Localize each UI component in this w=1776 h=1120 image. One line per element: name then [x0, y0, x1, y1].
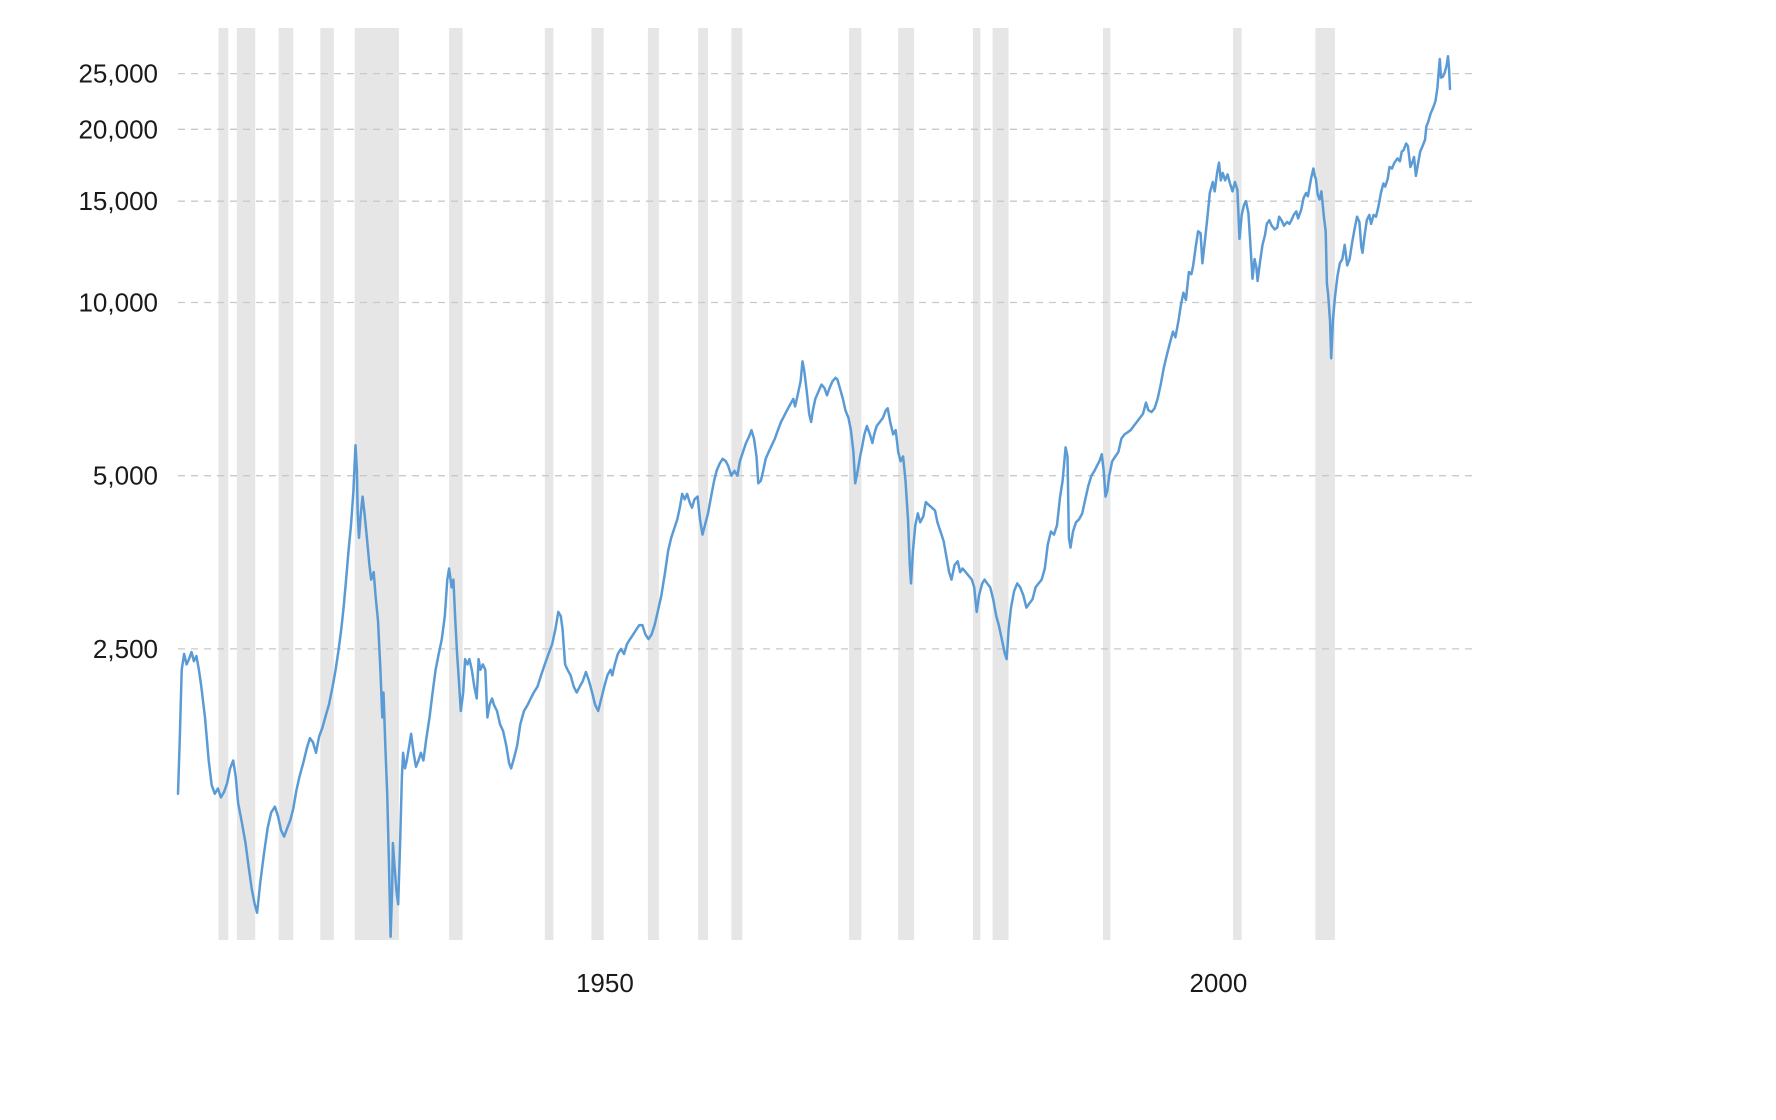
recession-band: [1233, 28, 1242, 940]
y-axis-label: 10,000: [78, 288, 158, 318]
recession-band: [218, 28, 229, 940]
recession-band: [698, 28, 708, 940]
recession-band: [731, 28, 743, 940]
recession-band: [1315, 28, 1335, 940]
recession-band: [236, 28, 256, 940]
price-line: [176, 54, 1452, 939]
recession-band: [354, 28, 399, 940]
recession-band: [278, 28, 294, 940]
x-axis-label: 1950: [576, 968, 634, 998]
recession-band: [992, 28, 1009, 940]
x-axis-label: 2000: [1189, 968, 1247, 998]
y-axis-label: 5,000: [93, 461, 158, 491]
recession-band: [544, 28, 554, 940]
recession-band: [1103, 28, 1111, 940]
y-axis-label: 20,000: [78, 114, 158, 144]
y-axis-label: 15,000: [78, 186, 158, 216]
recession-band: [647, 28, 659, 940]
recession-band: [973, 28, 981, 940]
recession-band: [320, 28, 334, 940]
recession-band: [449, 28, 463, 940]
y-axis-label: 25,000: [78, 59, 158, 89]
y-axis-label: 2,500: [93, 634, 158, 664]
recession-band: [591, 28, 604, 940]
